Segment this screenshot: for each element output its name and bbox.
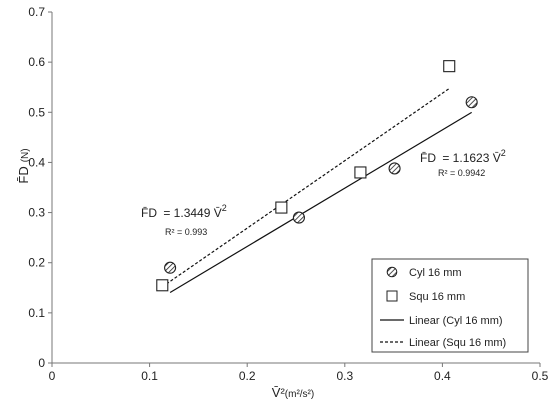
x-tick-label: 0.2 <box>239 369 256 383</box>
fit-line-squ <box>161 88 450 288</box>
x-tick-label: 0.5 <box>532 369 549 383</box>
x-tick-label: 0.3 <box>336 369 353 383</box>
legend-item-linear-squ: Linear (Squ 16 mm) <box>380 337 506 349</box>
x-tick-label: 0 <box>49 369 56 383</box>
equation-squ-var: V̄ <box>214 206 222 220</box>
y-tick-label: 0.4 <box>28 155 45 169</box>
equation-cyl-coef: = 1.1623 <box>442 151 492 165</box>
legend-item-cyl: Cyl 16 mm <box>386 266 462 279</box>
equation-cyl-exp: 2 <box>501 148 506 158</box>
equation-squ-coef: = 1.3449 <box>163 206 213 220</box>
point-cyl <box>388 162 401 175</box>
legend-item-linear-cyl: Linear (Cyl 16 mm) <box>380 315 503 327</box>
x-tick-label: 0.4 <box>434 369 451 383</box>
x-ticks: 0 0.1 0.2 0.3 0.4 0.5 <box>49 363 549 383</box>
x-tick-label: 0.1 <box>141 369 158 383</box>
legend-box <box>371 258 529 353</box>
equation-cyl-r2: R² = 0.9942 <box>438 168 485 178</box>
point-squ <box>156 279 169 292</box>
equation-cyl: F̄D = 1.1623 V̄2 R² = 0.9942 <box>420 148 506 178</box>
legend-cyl-marker <box>386 266 398 278</box>
y-tick-label: 0.2 <box>28 256 45 270</box>
legend: Cyl 16 mm Squ 16 mm Linear (Cyl 16 mm) L… <box>371 258 529 353</box>
svg-text:F̄D = 1.3449 V̄2: F̄D = 1.3449 V̄2 <box>141 203 227 220</box>
equation-squ-exp: 2 <box>222 203 227 213</box>
x-axis-label: V̄²(m²/s²) <box>272 385 314 400</box>
legend-item-squ: Squ 16 mm <box>386 290 465 303</box>
y-axis-label-text: F̄D <box>16 166 31 183</box>
equation-cyl-var: V̄ <box>493 151 501 165</box>
y-tick-label: 0 <box>38 356 45 370</box>
x-axis-label-text: V̄² <box>272 385 286 400</box>
point-cyl <box>292 211 305 224</box>
point-squ <box>275 201 288 214</box>
point-cyl <box>465 96 478 109</box>
y-tick-label: 0.6 <box>28 55 45 69</box>
legend-squ-label: Squ 16 mm <box>409 291 465 303</box>
equation-cyl-lhs: F̄D <box>420 151 436 165</box>
legend-linear-cyl-label: Linear (Cyl 16 mm) <box>409 315 503 327</box>
legend-linear-squ-label: Linear (Squ 16 mm) <box>409 337 506 349</box>
y-tick-label: 0.1 <box>28 306 45 320</box>
y-axis-label: F̄D (N) <box>16 148 31 183</box>
point-squ <box>354 166 367 179</box>
point-cyl <box>164 261 177 274</box>
y-tick-label: 0.7 <box>28 5 45 19</box>
y-tick-label: 0.3 <box>28 206 45 220</box>
x-axis-unit: (m²/s²) <box>285 389 314 400</box>
equation-squ-lhs: F̄D <box>141 206 157 220</box>
equation-squ-r2: R² = 0.993 <box>165 227 207 237</box>
equation-squ: F̄D = 1.3449 V̄2 R² = 0.993 <box>141 203 227 237</box>
legend-squ-marker <box>386 290 398 302</box>
fit-lines <box>161 88 472 293</box>
y-axis-unit: (N) <box>20 148 31 162</box>
point-squ <box>443 60 456 73</box>
fit-line-cyl <box>169 111 472 293</box>
y-ticks: 0 0.1 0.2 0.3 0.4 0.5 0.6 0.7 <box>28 5 52 370</box>
data-points <box>156 60 478 292</box>
svg-text:F̄D(N): F̄D (N) <box>16 148 31 183</box>
y-tick-label: 0.5 <box>28 105 45 119</box>
legend-cyl-label: Cyl 16 mm <box>409 267 462 279</box>
svg-text:F̄D = 1.1623 V̄2: F̄D = 1.1623 V̄2 <box>420 148 506 165</box>
